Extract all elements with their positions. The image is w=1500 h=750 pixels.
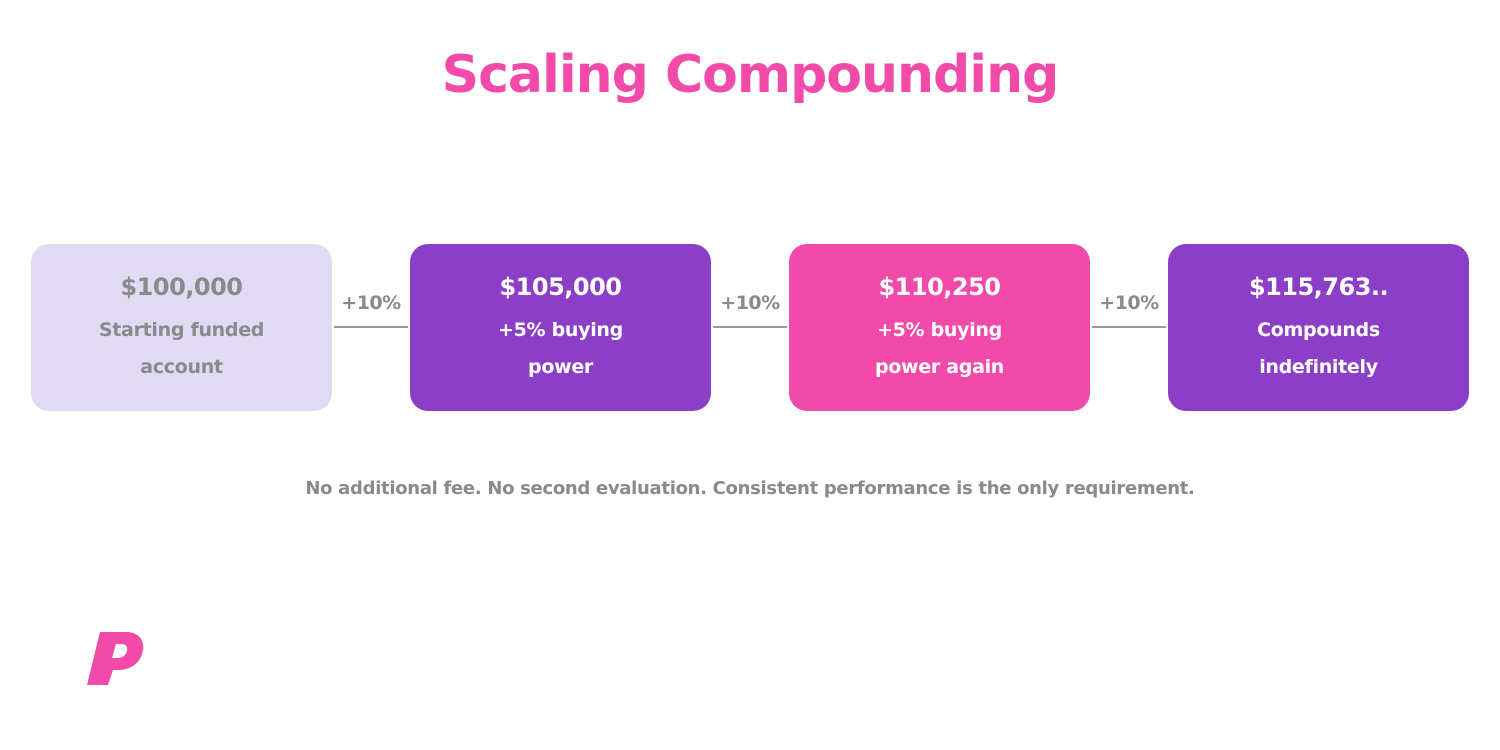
growth-connector: +10% — [711, 244, 789, 411]
step-description: +5% buying power again — [845, 312, 1035, 386]
connector-line — [1092, 326, 1166, 328]
growth-percent-label: +10% — [1099, 292, 1159, 314]
step-description-line2: indefinitely — [1259, 356, 1378, 378]
footnote: No additional fee. No second evaluation.… — [305, 478, 1195, 499]
growth-percent-label: +10% — [720, 292, 780, 314]
step-description-line1: Compounds — [1257, 319, 1380, 341]
step-description-line2: power again — [874, 356, 1005, 378]
step-description: Starting funded account — [87, 312, 277, 386]
step-card-starting: $100,000 Starting funded account — [31, 244, 332, 411]
step-description: Compounds indefinitely — [1224, 312, 1414, 386]
connector-line — [334, 326, 408, 328]
step-description-line2: account — [140, 356, 223, 378]
step-amount: $105,000 — [499, 273, 622, 301]
step-amount: $100,000 — [120, 273, 243, 301]
slide-title: Scaling Compounding — [441, 45, 1060, 105]
growth-connector: +10% — [1090, 244, 1168, 411]
step-card-compounding: $115,763.. Compounds indefinitely — [1168, 244, 1469, 411]
step-description-line1: +5% buying — [877, 319, 1002, 341]
step-amount: $110,250 — [878, 273, 1001, 301]
brand-p-logo-icon — [87, 632, 144, 685]
step-card-first-increase: $105,000 +5% buying power — [410, 244, 711, 411]
step-description-line1: +5% buying — [498, 319, 623, 341]
growth-connector: +10% — [332, 244, 410, 411]
connector-line — [713, 326, 787, 328]
step-description-line1: Starting funded — [98, 319, 265, 341]
step-description: +5% buying power — [466, 312, 656, 386]
step-amount: $115,763.. — [1248, 273, 1389, 301]
step-card-second-increase: $110,250 +5% buying power again — [789, 244, 1090, 411]
growth-percent-label: +10% — [341, 292, 401, 314]
step-description-line2: power — [528, 356, 593, 378]
